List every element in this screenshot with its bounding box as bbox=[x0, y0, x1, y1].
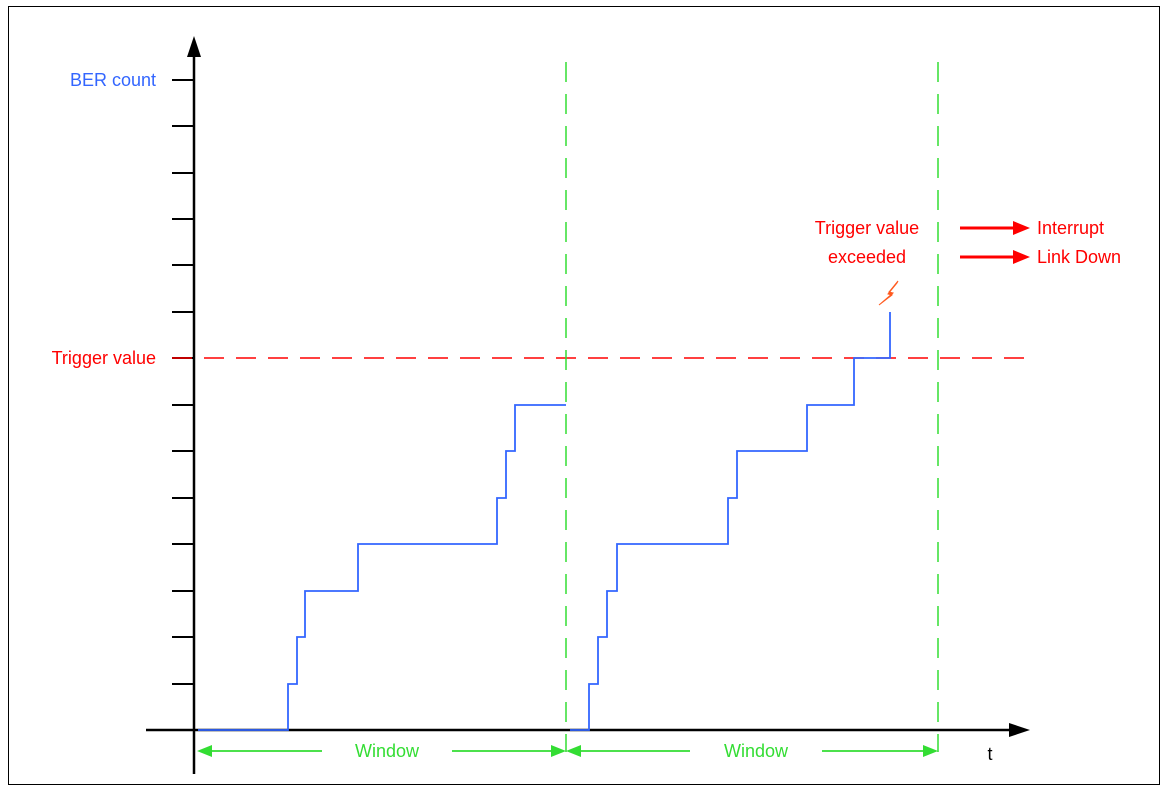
link-down-label: Link Down bbox=[1037, 247, 1121, 267]
window-1-arrowhead-right bbox=[551, 745, 566, 757]
ber-count-curve-window-1 bbox=[198, 404, 566, 731]
window-1-label: Window bbox=[355, 741, 420, 761]
x-axis-label: t bbox=[987, 744, 992, 764]
x-axis-arrowhead bbox=[1009, 723, 1030, 737]
window-1-arrowhead-left bbox=[197, 745, 212, 757]
window-span-arrows bbox=[197, 745, 938, 757]
window-2-arrowhead-right bbox=[923, 745, 938, 757]
diagram-frame bbox=[8, 6, 1160, 785]
window-2-label: Window bbox=[724, 741, 789, 761]
link-down-arrowhead bbox=[1013, 250, 1030, 264]
lightning-bolt-icon bbox=[878, 280, 899, 306]
ber-count-curve-window-2 bbox=[570, 312, 891, 731]
interrupt-label: Interrupt bbox=[1037, 218, 1104, 238]
y-axis-arrowhead bbox=[187, 36, 201, 57]
y-axis-ticks bbox=[172, 79, 194, 685]
window-2-arrowhead-left bbox=[566, 745, 581, 757]
exceeded-label-line-1: Trigger value bbox=[815, 218, 919, 238]
action-arrows bbox=[960, 221, 1030, 264]
interrupt-arrowhead bbox=[1013, 221, 1030, 235]
trigger-value-label: Trigger value bbox=[52, 348, 156, 368]
y-axis-label: BER count bbox=[70, 70, 156, 90]
exceeded-label-line-2: exceeded bbox=[828, 247, 906, 267]
